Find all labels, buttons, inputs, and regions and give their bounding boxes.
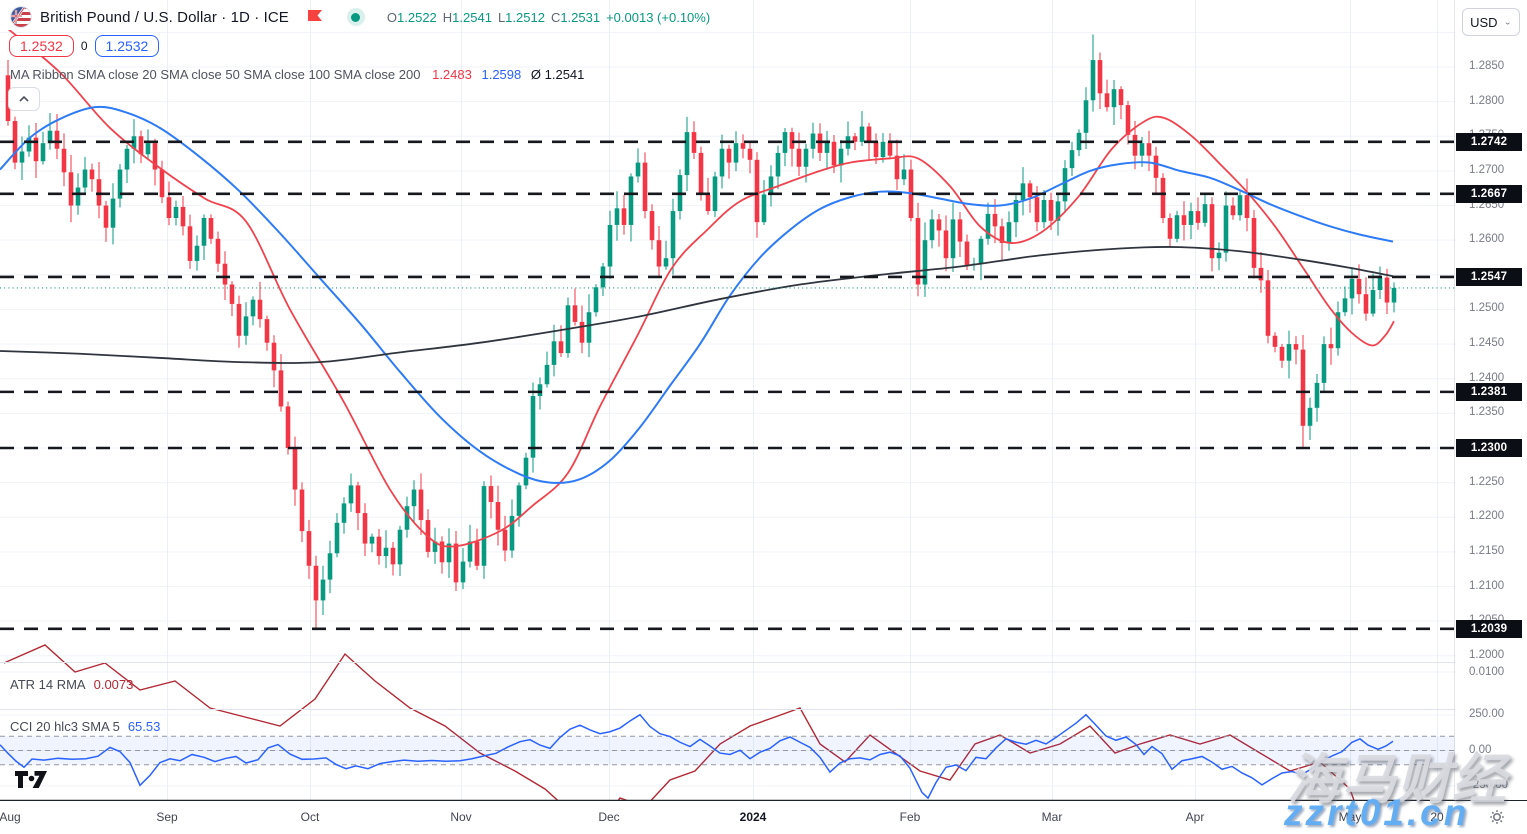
price-axis-label: 1.2400 [1469, 371, 1505, 384]
atr-legend[interactable]: ATR 14 RMA 0.0073 [10, 677, 134, 692]
symbol-title[interactable]: British Pound / U.S. Dollar · 1D · ICE [40, 8, 289, 26]
price-axis-label: 1.2500 [1469, 302, 1505, 315]
ma-avg-value: 1.2541 [544, 67, 585, 82]
price-axis-label: 1.2200 [1469, 510, 1505, 523]
time-axis-label: Feb [899, 810, 921, 824]
symbol-flag-icon [10, 6, 32, 28]
price-axis-label: 1.2100 [1469, 579, 1505, 592]
ma-line [0, 246, 1394, 364]
time-axis-label: Oct [300, 810, 320, 824]
atr-value: 0.0073 [93, 677, 134, 692]
price-axis-label: 1.2800 [1469, 94, 1505, 107]
candles [5, 34, 1397, 631]
time-axis-label: 20 [1430, 810, 1444, 824]
price-level-label: 1.2039 [1456, 619, 1522, 638]
chevron-up-icon [19, 96, 29, 102]
sell-price-button[interactable]: 1.2532 [9, 35, 74, 57]
price-level-label: 1.2300 [1456, 438, 1522, 457]
price-axis-label: 1.2700 [1469, 163, 1505, 176]
price-axis-label: 1.2350 [1469, 406, 1505, 419]
price-axis-label: 1.2150 [1469, 544, 1505, 557]
time-axis-label: Mar [1041, 810, 1063, 824]
tradingview-logo[interactable] [14, 770, 48, 789]
chevron-down-icon: ⌄ [1503, 17, 1512, 27]
price-axis-label: 1.2600 [1469, 233, 1505, 246]
spread-value: 0 [80, 39, 88, 53]
collapse-pane-button[interactable] [8, 87, 40, 111]
currency-dropdown[interactable]: USD ⌄ [1462, 8, 1520, 36]
cci-line [0, 713, 1394, 800]
price-level-label: 1.2742 [1456, 132, 1522, 151]
ma-ribbon-legend[interactable]: MA Ribbon SMA close 20 SMA close 50 SMA … [10, 67, 585, 82]
cci-legend[interactable]: CCI 20 hlc3 SMA 5 65.53 [10, 719, 161, 734]
price-axis-label: 1.2250 [1469, 475, 1505, 488]
time-axis-label: 2024 [739, 810, 767, 824]
time-axis-label: Nov [450, 810, 472, 824]
price-level-label: 1.2381 [1456, 382, 1522, 401]
time-axis-label: Aug [0, 810, 21, 824]
ma-ribbon-params: SMA close 20 SMA close 50 SMA close 100 … [77, 67, 421, 82]
price-axis[interactable]: 1.28501.28001.27501.27001.26501.26001.25… [1455, 0, 1527, 800]
time-axis-label: Apr [1185, 810, 1205, 824]
price-axis-label: 1.2450 [1469, 337, 1505, 350]
time-axis-label: Sep [156, 810, 178, 824]
price-axis-label: 1.2000 [1469, 648, 1505, 661]
price-level-label: 1.2667 [1456, 184, 1522, 203]
cci-axis-label: 0.00 [1469, 743, 1492, 756]
price-level-label: 1.2547 [1456, 267, 1522, 286]
ma-value-fast: 1.2483 [432, 67, 472, 82]
cci-axis-label: -250.00 [1469, 779, 1509, 792]
trade-widget: 1.2532 0 1.2532 [9, 35, 160, 57]
atr-axis-label: 0.0100 [1469, 666, 1505, 678]
ma-value-mid: 1.2598 [481, 67, 522, 82]
time-axis[interactable]: Aug Sep Oct Nov Dec 2024 Feb Mar Apr May 20 [0, 801, 1527, 834]
price-axis-label: 1.2850 [1469, 60, 1505, 72]
market-status-icon[interactable] [346, 8, 365, 26]
price-change: +0.0013 (+0.10%) [606, 9, 711, 25]
cci-axis-label: 250.00 [1469, 707, 1505, 720]
time-axis-label: Dec [598, 810, 620, 824]
time-axis-label: May [1338, 810, 1362, 824]
atr-line [3, 644, 1367, 834]
buy-price-button[interactable]: 1.2532 [94, 35, 160, 57]
ma-line [7, 30, 1395, 548]
ohlc-readout: O1.2522 H1.2541 L1.2512 C1.2531 +0.0013 … [386, 9, 711, 25]
symbol-toolbar: British Pound / U.S. Dollar · 1D · ICE O… [10, 4, 710, 30]
gear-icon[interactable] [1488, 808, 1506, 826]
ma-line [0, 105, 1394, 484]
flag-marker-icon[interactable] [307, 9, 323, 25]
cci-value: 65.53 [127, 719, 161, 734]
